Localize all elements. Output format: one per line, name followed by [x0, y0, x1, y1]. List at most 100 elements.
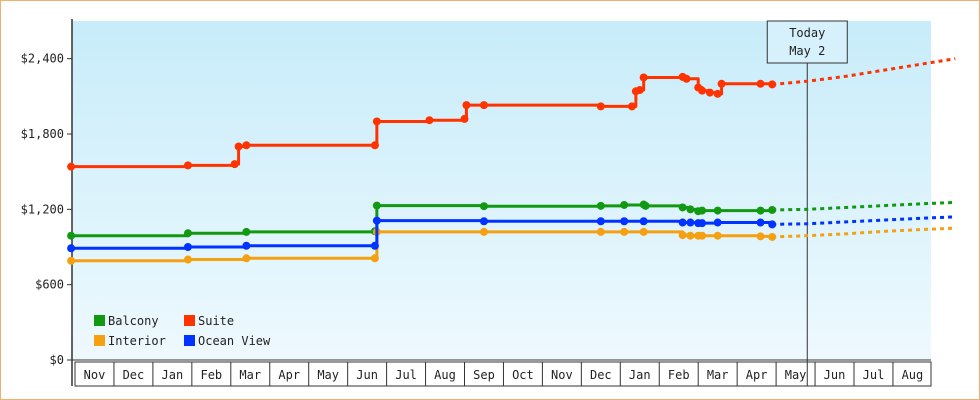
data-point-ocean-view: [686, 218, 695, 227]
x-tick-label: Mar: [239, 368, 261, 382]
legend-label-ocean-view: Ocean View: [198, 334, 271, 348]
data-point-suite: [717, 79, 726, 88]
x-tick-label: Feb: [200, 368, 222, 382]
data-point-balcony: [242, 227, 251, 236]
data-point-interior: [678, 231, 687, 240]
data-point-balcony: [183, 229, 192, 238]
legend-label-balcony: Balcony: [108, 314, 159, 328]
data-point-balcony: [596, 201, 605, 210]
x-tick-label: Jul: [395, 368, 417, 382]
data-point-suite: [460, 114, 469, 123]
data-point-interior: [479, 227, 488, 236]
y-tick-label: $2,400: [21, 52, 64, 66]
data-point-interior: [67, 256, 76, 265]
x-tick-label: Jun: [824, 368, 846, 382]
data-point-interior: [639, 227, 648, 236]
y-tick-label: $1,200: [21, 202, 64, 216]
data-point-interior: [768, 232, 777, 241]
data-point-ocean-view: [372, 216, 381, 225]
data-point-ocean-view: [242, 241, 251, 250]
x-tick-label: May: [785, 368, 807, 382]
data-point-suite: [67, 162, 76, 171]
data-point-interior: [686, 231, 695, 240]
data-point-interior: [698, 231, 707, 240]
x-tick-label: Jun: [356, 368, 378, 382]
data-point-ocean-view: [698, 219, 707, 228]
legend-swatch-balcony: [94, 315, 105, 326]
data-point-balcony: [713, 206, 722, 215]
data-point-suite: [596, 102, 605, 111]
x-tick-label: Jul: [863, 368, 885, 382]
data-point-ocean-view: [620, 217, 629, 226]
y-tick-label: $0: [50, 353, 64, 367]
data-point-suite: [230, 160, 239, 169]
x-tick-label: Apr: [746, 368, 768, 382]
data-point-ocean-view: [713, 218, 722, 227]
x-tick-label: Nov: [551, 368, 573, 382]
data-point-interior: [756, 232, 765, 241]
data-point-interior: [370, 254, 379, 263]
data-point-suite: [756, 79, 765, 88]
data-point-balcony: [686, 205, 695, 214]
data-point-interior: [713, 231, 722, 240]
data-point-suite: [370, 141, 379, 150]
y-tick-label: $600: [35, 278, 64, 292]
data-point-suite: [682, 74, 691, 83]
legend-label-interior: Interior: [108, 334, 166, 348]
data-point-balcony: [768, 205, 777, 214]
data-point-suite: [705, 88, 714, 97]
data-point-balcony: [620, 200, 629, 209]
x-tick-label: Jan: [629, 368, 651, 382]
x-tick-label: Dec: [590, 368, 612, 382]
x-tick-label: Sep: [473, 368, 495, 382]
data-point-suite: [698, 86, 707, 95]
x-tick-label: Feb: [668, 368, 690, 382]
data-point-ocean-view: [596, 217, 605, 226]
data-point-suite: [372, 117, 381, 126]
data-point-suite: [635, 86, 644, 95]
data-point-ocean-view: [768, 220, 777, 229]
today-label: Today: [789, 26, 825, 40]
x-tick-label: Jan: [162, 368, 184, 382]
legend: Balcony Suite Interior Ocean View: [94, 314, 271, 348]
data-point-interior: [242, 254, 251, 263]
series-interior: [67, 226, 956, 265]
series-ocean-view: [67, 215, 956, 253]
data-point-balcony: [641, 201, 650, 210]
x-tick-label: May: [317, 368, 339, 382]
x-tick-label: Aug: [902, 368, 924, 382]
x-tick-label: Nov: [84, 368, 106, 382]
data-point-balcony: [67, 231, 76, 240]
x-tick-label: Oct: [512, 368, 534, 382]
data-point-suite: [768, 80, 777, 89]
data-point-balcony: [678, 203, 687, 212]
data-point-suite: [242, 141, 251, 150]
data-point-suite: [479, 101, 488, 110]
x-tick-label: Mar: [707, 368, 729, 382]
data-point-suite: [183, 161, 192, 170]
data-point-ocean-view: [639, 217, 648, 226]
data-point-suite: [713, 89, 722, 98]
data-point-interior: [620, 227, 629, 236]
data-point-balcony: [756, 206, 765, 215]
data-point-balcony: [698, 206, 707, 215]
data-point-ocean-view: [756, 218, 765, 227]
x-tick-label: Dec: [123, 368, 145, 382]
legend-label-suite: Suite: [198, 314, 234, 328]
legend-swatch-interior: [94, 335, 105, 346]
data-point-ocean-view: [183, 243, 192, 251]
data-point-interior: [183, 255, 192, 264]
data-point-balcony: [372, 201, 381, 210]
legend-swatch-ocean-view: [184, 335, 195, 346]
data-point-suite: [234, 142, 243, 151]
x-tick-label: Aug: [434, 368, 456, 382]
data-point-interior: [596, 227, 605, 236]
data-point-suite: [627, 102, 636, 111]
data-point-suite: [639, 73, 648, 82]
data-point-ocean-view: [67, 244, 76, 253]
legend-swatch-suite: [184, 315, 195, 326]
series-suite: [67, 57, 956, 171]
y-tick-label: $1,800: [21, 127, 64, 141]
